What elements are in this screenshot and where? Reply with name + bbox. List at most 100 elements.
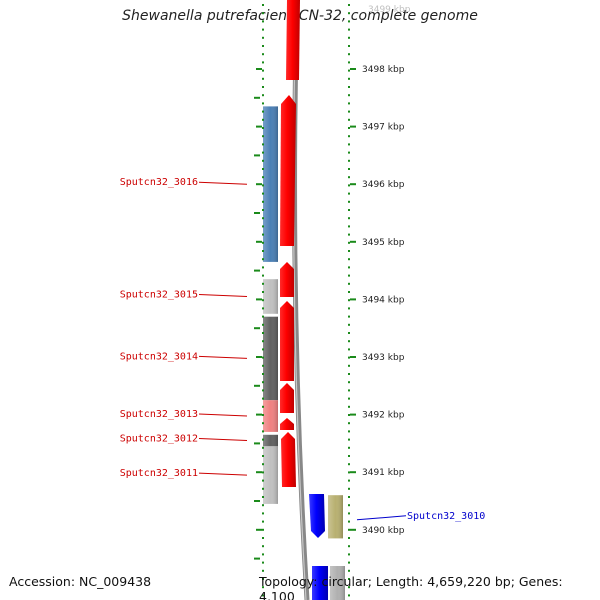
kbp-tick-label: 3496 kbp bbox=[362, 180, 405, 190]
scale-dot bbox=[262, 102, 264, 105]
scale-major-tick bbox=[350, 471, 356, 474]
scale-dot bbox=[348, 127, 350, 129]
scale-dot bbox=[348, 12, 350, 15]
feature-block bbox=[312, 566, 328, 600]
scale-dot bbox=[348, 594, 350, 597]
scale-major-tick bbox=[256, 413, 262, 416]
scale-dot bbox=[348, 168, 350, 170]
scale-dot bbox=[348, 471, 350, 474]
scale-dot bbox=[262, 20, 264, 23]
scale-dot bbox=[262, 405, 264, 408]
gene-label-Sputcn32_3011[interactable]: Sputcn32_3011 bbox=[120, 468, 198, 479]
scale-dot bbox=[262, 381, 264, 384]
scale-dot bbox=[262, 528, 264, 531]
scale-dot bbox=[262, 143, 264, 146]
scale-dot bbox=[262, 373, 264, 375]
scale-dot bbox=[262, 135, 264, 138]
scale-dot bbox=[348, 258, 350, 261]
cog-box-shade bbox=[263, 434, 278, 447]
kbp-tick-labels: 3498 kbp 3497 kbp 3496 kbp 3495 kbp 3494 kbp… bbox=[362, 5, 411, 536]
scale-dot bbox=[262, 45, 264, 47]
scale-dot bbox=[348, 233, 350, 236]
scale-major-tick bbox=[256, 356, 262, 358]
scale-dot bbox=[348, 225, 350, 228]
feature-arrow bbox=[309, 494, 325, 538]
scale-dot bbox=[262, 397, 264, 400]
callout-line bbox=[198, 438, 248, 441]
feature-arrow bbox=[280, 418, 294, 430]
scale-minor-tick bbox=[254, 154, 260, 157]
scale-dot bbox=[348, 192, 350, 195]
scale-dot bbox=[262, 184, 264, 187]
scale-major-tick bbox=[256, 298, 262, 301]
scale-dot bbox=[262, 69, 264, 72]
gene-label-Sputcn32_3014[interactable]: Sputcn32_3014 bbox=[120, 351, 198, 362]
scale-minor-tick bbox=[254, 557, 260, 560]
callout-line bbox=[198, 294, 248, 297]
scale-dot bbox=[262, 266, 264, 269]
scale-dot bbox=[262, 4, 264, 6]
scale-dot bbox=[262, 250, 264, 252]
cog-box-shade bbox=[263, 316, 278, 401]
partial-cog-boxes bbox=[330, 566, 345, 600]
scale-dot bbox=[348, 69, 350, 72]
scale-dot bbox=[348, 528, 350, 531]
kbp-tick-label-partial: 3499 kbp bbox=[368, 5, 411, 15]
scale-dot bbox=[348, 118, 350, 121]
scale-dot bbox=[348, 266, 350, 269]
scale-dot bbox=[262, 340, 264, 343]
cog-gene-boxes bbox=[263, 106, 343, 539]
scale-dot bbox=[348, 53, 350, 56]
scale-dot bbox=[262, 430, 264, 433]
scale-dot bbox=[348, 487, 350, 490]
scale-dot bbox=[262, 176, 264, 179]
scale-dot bbox=[348, 422, 350, 425]
scale-dot bbox=[262, 438, 264, 441]
scale-dot bbox=[262, 307, 264, 310]
gene-label-Sputcn32_3010[interactable]: Sputcn32_3010 bbox=[407, 511, 485, 522]
scale-dot bbox=[348, 373, 350, 375]
gene-label-Sputcn32_3015[interactable]: Sputcn32_3015 bbox=[120, 290, 198, 301]
scale-major-tick bbox=[256, 125, 262, 128]
scale-dot bbox=[262, 504, 264, 507]
scale-dot bbox=[348, 561, 350, 564]
feature-arrow bbox=[286, 0, 300, 80]
scale-dot bbox=[348, 414, 350, 416]
feature-arrow bbox=[280, 383, 294, 413]
scale-dot bbox=[348, 389, 350, 392]
scale-dot bbox=[262, 512, 264, 515]
scale-dot bbox=[348, 578, 350, 580]
scale-dot bbox=[348, 348, 350, 351]
scale-dot bbox=[348, 364, 350, 367]
scale-dot bbox=[348, 356, 350, 359]
scale-dot bbox=[262, 422, 264, 425]
genome-backbone-line bbox=[292, 0, 310, 600]
scale-major-tick bbox=[350, 413, 356, 416]
scale-dot bbox=[262, 291, 264, 293]
gene-label-Sputcn32_3012[interactable]: Sputcn32_3012 bbox=[120, 434, 198, 445]
scale-dot bbox=[262, 258, 264, 261]
scale-dot bbox=[348, 397, 350, 400]
scale-minor-tick bbox=[254, 269, 260, 272]
scale-minor-tick bbox=[254, 500, 260, 502]
gene-label-Sputcn32_3016[interactable]: Sputcn32_3016 bbox=[120, 177, 198, 188]
scale-dot bbox=[348, 250, 350, 252]
gene-label-Sputcn32_3013[interactable]: Sputcn32_3013 bbox=[120, 409, 198, 420]
scale-dot bbox=[262, 356, 264, 359]
scale-dot bbox=[262, 282, 264, 285]
scale-major-tick bbox=[350, 183, 356, 186]
scale-dot bbox=[262, 364, 264, 367]
scale-dot bbox=[262, 86, 264, 88]
scale-dot bbox=[262, 233, 264, 236]
scale-minor-tick bbox=[254, 327, 260, 330]
map-title: Shewanella putrefaciens CN-32, complete … bbox=[122, 8, 478, 24]
scale-dot bbox=[348, 307, 350, 310]
kbp-tick-label: 3491 kbp bbox=[362, 468, 405, 478]
scale-dot bbox=[348, 586, 350, 589]
scale-dot bbox=[262, 537, 264, 539]
scale-dot bbox=[348, 438, 350, 441]
scale-dot bbox=[262, 168, 264, 170]
scale-dot bbox=[348, 479, 350, 482]
scale-dot bbox=[348, 455, 350, 457]
scale-major-tick bbox=[350, 528, 356, 531]
